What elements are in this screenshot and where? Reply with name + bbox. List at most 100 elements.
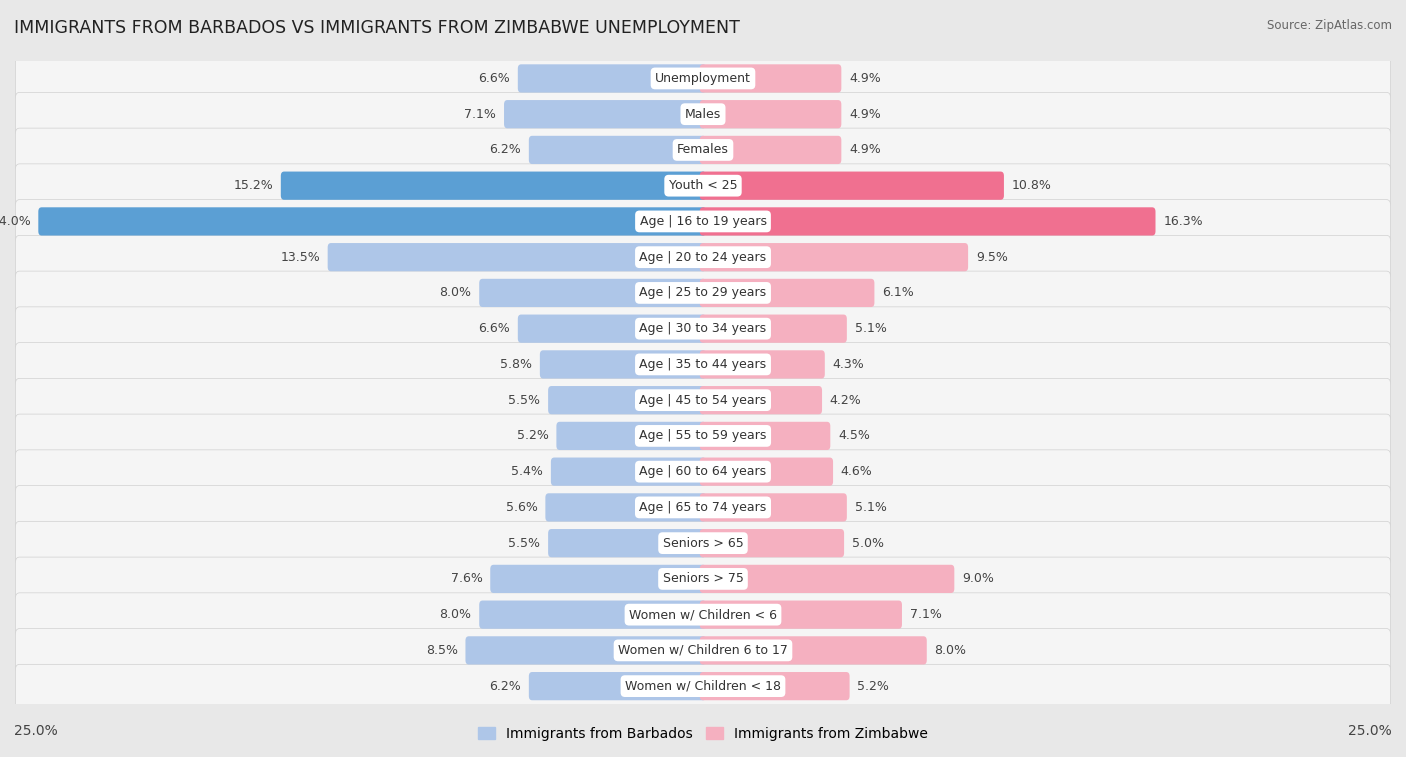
Text: 15.2%: 15.2% — [233, 179, 273, 192]
Text: 8.0%: 8.0% — [935, 644, 966, 657]
Text: Age | 65 to 74 years: Age | 65 to 74 years — [640, 501, 766, 514]
FancyBboxPatch shape — [15, 522, 1391, 565]
FancyBboxPatch shape — [700, 100, 841, 128]
Text: 4.3%: 4.3% — [832, 358, 865, 371]
FancyBboxPatch shape — [700, 207, 1156, 235]
FancyBboxPatch shape — [15, 628, 1391, 672]
Text: 7.1%: 7.1% — [464, 107, 496, 120]
FancyBboxPatch shape — [281, 172, 706, 200]
FancyBboxPatch shape — [15, 593, 1391, 637]
Text: 9.0%: 9.0% — [962, 572, 994, 585]
Text: 4.9%: 4.9% — [849, 107, 880, 120]
FancyBboxPatch shape — [551, 457, 706, 486]
FancyBboxPatch shape — [540, 350, 706, 378]
Text: Women w/ Children < 18: Women w/ Children < 18 — [626, 680, 780, 693]
Text: Age | 45 to 54 years: Age | 45 to 54 years — [640, 394, 766, 407]
Text: 6.6%: 6.6% — [478, 72, 510, 85]
FancyBboxPatch shape — [557, 422, 706, 450]
FancyBboxPatch shape — [15, 235, 1391, 279]
Text: Age | 16 to 19 years: Age | 16 to 19 years — [640, 215, 766, 228]
Text: 4.9%: 4.9% — [849, 72, 880, 85]
FancyBboxPatch shape — [700, 136, 841, 164]
Text: Age | 35 to 44 years: Age | 35 to 44 years — [640, 358, 766, 371]
Text: Females: Females — [678, 143, 728, 157]
FancyBboxPatch shape — [700, 422, 831, 450]
Text: Age | 25 to 29 years: Age | 25 to 29 years — [640, 286, 766, 300]
Text: 8.5%: 8.5% — [426, 644, 458, 657]
Text: 8.0%: 8.0% — [440, 286, 471, 300]
FancyBboxPatch shape — [546, 494, 706, 522]
Text: 8.0%: 8.0% — [440, 608, 471, 621]
FancyBboxPatch shape — [700, 529, 844, 557]
FancyBboxPatch shape — [15, 557, 1391, 601]
Text: 5.2%: 5.2% — [858, 680, 889, 693]
Text: 5.5%: 5.5% — [509, 537, 540, 550]
Text: 5.8%: 5.8% — [501, 358, 531, 371]
FancyBboxPatch shape — [491, 565, 706, 593]
FancyBboxPatch shape — [548, 529, 706, 557]
FancyBboxPatch shape — [15, 164, 1391, 207]
FancyBboxPatch shape — [700, 637, 927, 665]
FancyBboxPatch shape — [700, 279, 875, 307]
FancyBboxPatch shape — [529, 136, 706, 164]
FancyBboxPatch shape — [479, 279, 706, 307]
Text: 13.5%: 13.5% — [280, 251, 321, 263]
Text: 25.0%: 25.0% — [14, 724, 58, 737]
Text: 25.0%: 25.0% — [1348, 724, 1392, 737]
FancyBboxPatch shape — [700, 457, 834, 486]
FancyBboxPatch shape — [38, 207, 706, 235]
Text: 4.9%: 4.9% — [849, 143, 880, 157]
FancyBboxPatch shape — [700, 672, 849, 700]
Text: 9.5%: 9.5% — [976, 251, 1008, 263]
Legend: Immigrants from Barbados, Immigrants from Zimbabwe: Immigrants from Barbados, Immigrants fro… — [472, 721, 934, 746]
FancyBboxPatch shape — [700, 243, 969, 271]
Text: Seniors > 75: Seniors > 75 — [662, 572, 744, 585]
FancyBboxPatch shape — [700, 315, 846, 343]
Text: Males: Males — [685, 107, 721, 120]
Text: 4.5%: 4.5% — [838, 429, 870, 442]
Text: IMMIGRANTS FROM BARBADOS VS IMMIGRANTS FROM ZIMBABWE UNEMPLOYMENT: IMMIGRANTS FROM BARBADOS VS IMMIGRANTS F… — [14, 19, 740, 37]
FancyBboxPatch shape — [529, 672, 706, 700]
Text: 7.6%: 7.6% — [451, 572, 482, 585]
FancyBboxPatch shape — [15, 200, 1391, 243]
FancyBboxPatch shape — [700, 64, 841, 92]
FancyBboxPatch shape — [15, 665, 1391, 708]
FancyBboxPatch shape — [328, 243, 706, 271]
FancyBboxPatch shape — [517, 315, 706, 343]
FancyBboxPatch shape — [700, 600, 903, 629]
Text: Seniors > 65: Seniors > 65 — [662, 537, 744, 550]
FancyBboxPatch shape — [15, 92, 1391, 136]
Text: Age | 55 to 59 years: Age | 55 to 59 years — [640, 429, 766, 442]
Text: 6.1%: 6.1% — [882, 286, 914, 300]
Text: 5.1%: 5.1% — [855, 501, 886, 514]
Text: Unemployment: Unemployment — [655, 72, 751, 85]
FancyBboxPatch shape — [700, 350, 825, 378]
Text: 5.1%: 5.1% — [855, 322, 886, 335]
Text: Age | 20 to 24 years: Age | 20 to 24 years — [640, 251, 766, 263]
Text: 7.1%: 7.1% — [910, 608, 942, 621]
FancyBboxPatch shape — [479, 600, 706, 629]
Text: Women w/ Children 6 to 17: Women w/ Children 6 to 17 — [619, 644, 787, 657]
FancyBboxPatch shape — [503, 100, 706, 128]
Text: 24.0%: 24.0% — [0, 215, 31, 228]
FancyBboxPatch shape — [700, 565, 955, 593]
Text: 5.5%: 5.5% — [509, 394, 540, 407]
FancyBboxPatch shape — [548, 386, 706, 414]
Text: 6.2%: 6.2% — [489, 143, 522, 157]
Text: Age | 60 to 64 years: Age | 60 to 64 years — [640, 465, 766, 478]
FancyBboxPatch shape — [15, 378, 1391, 422]
Text: Age | 30 to 34 years: Age | 30 to 34 years — [640, 322, 766, 335]
Text: 5.4%: 5.4% — [512, 465, 543, 478]
FancyBboxPatch shape — [15, 485, 1391, 529]
Text: 6.6%: 6.6% — [478, 322, 510, 335]
FancyBboxPatch shape — [15, 128, 1391, 172]
FancyBboxPatch shape — [15, 343, 1391, 386]
FancyBboxPatch shape — [15, 450, 1391, 494]
Text: 5.2%: 5.2% — [517, 429, 548, 442]
FancyBboxPatch shape — [15, 271, 1391, 315]
FancyBboxPatch shape — [700, 172, 1004, 200]
Text: 6.2%: 6.2% — [489, 680, 522, 693]
Text: 4.6%: 4.6% — [841, 465, 873, 478]
FancyBboxPatch shape — [15, 57, 1391, 100]
Text: 5.0%: 5.0% — [852, 537, 884, 550]
